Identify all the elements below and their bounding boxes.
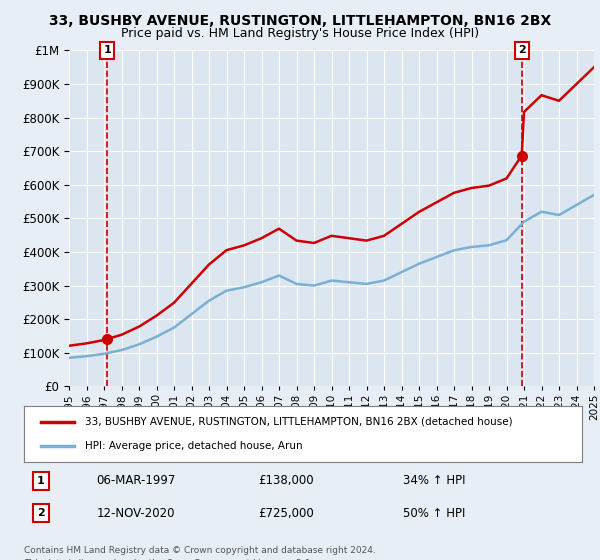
Text: £725,000: £725,000 [259,507,314,520]
Text: 2: 2 [37,508,44,518]
Text: 33, BUSHBY AVENUE, RUSTINGTON, LITTLEHAMPTON, BN16 2BX (detached house): 33, BUSHBY AVENUE, RUSTINGTON, LITTLEHAM… [85,417,513,427]
Text: 1: 1 [103,45,111,55]
Text: 12-NOV-2020: 12-NOV-2020 [97,507,175,520]
Text: 33, BUSHBY AVENUE, RUSTINGTON, LITTLEHAMPTON, BN16 2BX: 33, BUSHBY AVENUE, RUSTINGTON, LITTLEHAM… [49,14,551,28]
Text: 34% ↑ HPI: 34% ↑ HPI [403,474,466,487]
Text: 50% ↑ HPI: 50% ↑ HPI [403,507,466,520]
Text: Price paid vs. HM Land Registry's House Price Index (HPI): Price paid vs. HM Land Registry's House … [121,27,479,40]
Text: 1: 1 [37,476,44,486]
Text: 06-MAR-1997: 06-MAR-1997 [97,474,176,487]
Text: Contains HM Land Registry data © Crown copyright and database right 2024.
This d: Contains HM Land Registry data © Crown c… [24,546,376,560]
Text: £138,000: £138,000 [259,474,314,487]
Text: 2: 2 [518,45,526,55]
Text: HPI: Average price, detached house, Arun: HPI: Average price, detached house, Arun [85,441,303,451]
